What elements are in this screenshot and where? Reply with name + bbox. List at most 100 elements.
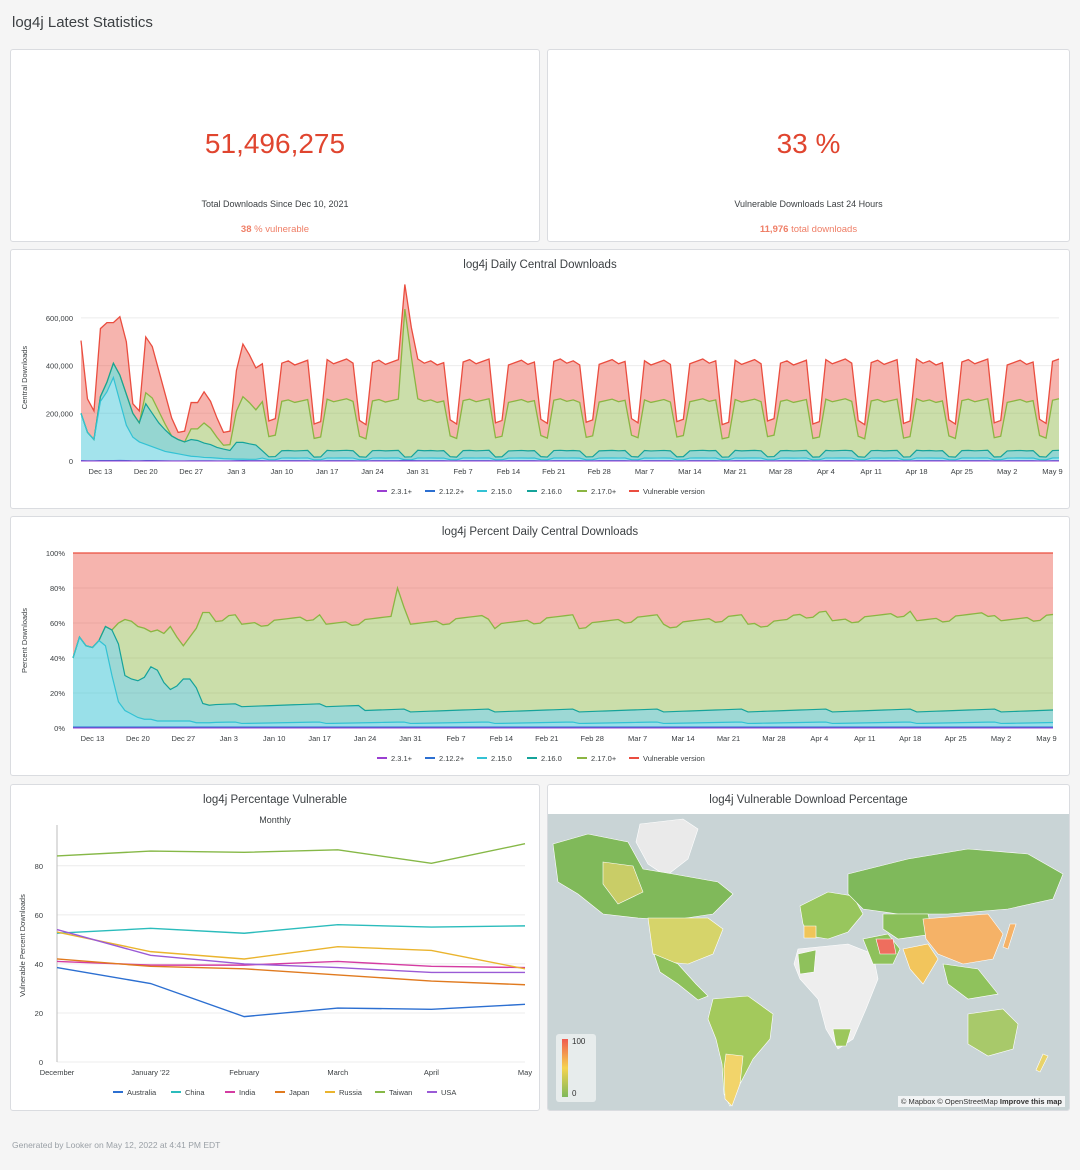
x-tick-label: January '22 [131, 1068, 170, 1077]
legend-label: Vulnerable version [643, 487, 705, 496]
map-region-japan[interactable] [1002, 923, 1017, 950]
map-color-scale-gradient [562, 1039, 568, 1097]
y-axis-label: Vulnerable Percent Downloads [18, 894, 27, 997]
legend-label: 2.12.2+ [439, 754, 465, 763]
x-tick-label: May 2 [991, 734, 1011, 743]
series-area-vulnerable [73, 553, 1053, 658]
x-tick-label: Jan 3 [227, 467, 245, 476]
legend-label: Australia [127, 1088, 157, 1097]
x-tick-label: April [424, 1068, 439, 1077]
x-tick-label: Feb 21 [542, 467, 565, 476]
map-region-iberia[interactable] [803, 925, 817, 939]
map-attribution[interactable]: © Mapbox © OpenStreetMap Improve this ma… [897, 1096, 1065, 1107]
y-tick-label: 200,000 [46, 409, 73, 418]
map-scale-min: 0 [572, 1089, 577, 1098]
map-region-india[interactable] [902, 943, 939, 985]
series-line-china [56, 923, 526, 934]
footer-generated-by: Generated by Looker on May 12, 2022 at 4… [12, 1140, 221, 1150]
legend-label: Taiwan [389, 1088, 412, 1097]
daily-downloads-chart-card[interactable]: log4j Daily Central Downloads 0 200,000 40… [10, 249, 1070, 509]
x-tick-label: Mar 7 [628, 734, 647, 743]
x-tick-label: Dec 20 [126, 734, 150, 743]
legend-label: Japan [289, 1088, 309, 1097]
kpi-total-sub-text: % vulnerable [251, 224, 310, 235]
map-region-greenland[interactable] [635, 818, 699, 877]
x-tick-label: Dec 20 [134, 467, 158, 476]
map-region-argentina[interactable] [723, 1053, 744, 1107]
percentage-vulnerable-chart-card[interactable]: log4j Percentage Vulnerable Monthly 0 20 4… [10, 784, 540, 1111]
world-map[interactable] [548, 814, 1070, 1111]
series-area-2-17-0 [81, 309, 1059, 458]
map-region-canada[interactable] [552, 833, 734, 921]
x-tick-label: December [40, 1068, 75, 1077]
x-tick-label: Apr 11 [860, 467, 882, 476]
daily-downloads-chart-title: log4j Daily Central Downloads [463, 259, 617, 271]
series-line-russia [56, 931, 526, 970]
x-tick-label: Feb 28 [587, 467, 610, 476]
kpi-total-label: Total Downloads Since Dec 10, 2021 [201, 199, 349, 209]
percentage-vulnerable-chart-subtitle: Monthly [259, 815, 291, 825]
y-tick-label: 60 [35, 911, 43, 920]
x-tick-label: Jan 24 [354, 734, 377, 743]
map-region-mexico[interactable] [653, 953, 709, 1001]
series-line-2-17-0 [72, 585, 1054, 659]
series-line-2-15-0 [72, 635, 1054, 725]
map-attribution-text: © Mapbox © OpenStreetMap [900, 1097, 998, 1106]
map-region-south-america[interactable] [707, 995, 774, 1107]
map-region-central-asia[interactable] [882, 913, 934, 940]
x-tick-label: May 9 [1042, 467, 1062, 476]
map-region-australia[interactable] [967, 1008, 1019, 1057]
map-region-southeast-asia[interactable] [942, 963, 999, 1000]
map-region-russia[interactable] [847, 848, 1064, 915]
legend-label: USA [441, 1088, 456, 1097]
map-region-china[interactable] [922, 913, 1004, 965]
y-tick-label: 80 [35, 862, 43, 871]
y-axis-label: Percent Downloads [20, 608, 29, 673]
percent-downloads-chart: 0% 20% 40% 60% 80% 100% Percent Downloads Dec 1… [20, 549, 1057, 763]
legend-label: 2.17.0+ [591, 487, 617, 496]
legend-label: India [239, 1088, 256, 1097]
legend-label: 2.15.0 [491, 754, 512, 763]
y-tick-label: 600,000 [46, 314, 73, 323]
map-title: log4j Vulnerable Download Percentage [709, 794, 908, 806]
series-area-2-17-0 [73, 588, 1053, 712]
x-tick-label: Mar 7 [635, 467, 654, 476]
x-tick-label: Apr 4 [817, 467, 835, 476]
x-tick-label: Mar 14 [671, 734, 694, 743]
vulnerable-map-card[interactable]: log4j Vulnerable Download Percentage [547, 784, 1070, 1111]
y-tick-label: 20% [50, 689, 65, 698]
kpi-vulnerable-24h-card[interactable]: 33 % Vulnerable Downloads Last 24 Hours … [547, 49, 1070, 242]
map-region-west-africa[interactable] [797, 949, 817, 975]
x-tick-label: Dec 13 [89, 467, 113, 476]
x-tick-label: Apr 18 [905, 467, 927, 476]
daily-downloads-chart: 0 200,000 400,000 600,000 Central Downloads D… [20, 284, 1063, 496]
x-tick-label: Jan 17 [308, 734, 331, 743]
legend-label: 2.16.0 [541, 487, 562, 496]
map-region-iran[interactable] [875, 938, 897, 955]
x-tick-label: Dec 27 [171, 734, 195, 743]
improve-map-link[interactable]: Improve this map [999, 1097, 1062, 1106]
percent-downloads-chart-card[interactable]: log4j Percent Daily Central Downloads 0%… [10, 516, 1070, 776]
map-region-alaska[interactable] [602, 861, 644, 905]
x-tick-label: Mar 14 [678, 467, 701, 476]
legend-label: 2.15.0 [491, 487, 512, 496]
x-tick-label: May 2 [997, 467, 1017, 476]
x-tick-label: Jan 31 [399, 734, 422, 743]
x-tick-label: Apr 18 [899, 734, 921, 743]
x-tick-label: Jan 17 [316, 467, 339, 476]
x-tick-label: Feb 14 [490, 734, 513, 743]
x-tick-label: Apr 4 [810, 734, 828, 743]
y-tick-label: 0 [39, 1058, 43, 1067]
x-tick-label: Jan 3 [220, 734, 238, 743]
series-line-2-15-0 [80, 375, 1060, 461]
series-line-2-17-0 [80, 309, 1060, 446]
x-tick-label: Feb 7 [454, 467, 473, 476]
map-region-south-africa[interactable] [832, 1028, 852, 1047]
kpi-total-downloads-card[interactable]: 51,496,275 Total Downloads Since Dec 10,… [10, 49, 540, 242]
y-tick-label: 60% [50, 619, 65, 628]
kpi-24h-sub-text: total downloads [788, 224, 858, 235]
map-region-new-zealand[interactable] [1035, 1053, 1049, 1073]
x-tick-label: Apr 11 [854, 734, 876, 743]
legend-label: 2.16.0 [541, 754, 562, 763]
series-line-2-16-0 [72, 625, 1054, 713]
